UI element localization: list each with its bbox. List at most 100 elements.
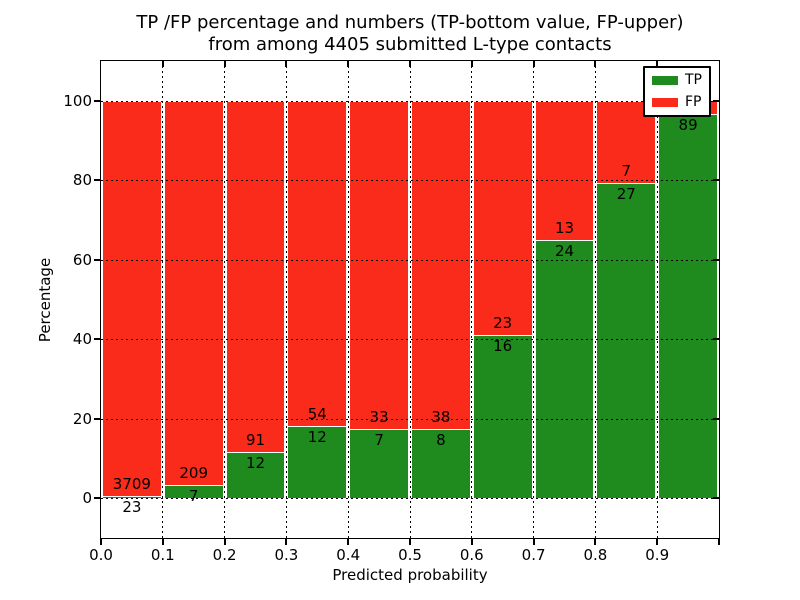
gridline-vertical xyxy=(285,61,287,538)
bar-seg-tp xyxy=(658,113,718,499)
y-tick-right xyxy=(713,99,719,102)
gridline-vertical xyxy=(471,61,473,538)
bar-seg-tp xyxy=(349,428,409,499)
bar-seg-tp xyxy=(163,485,224,499)
bar-label-tp: 89 xyxy=(678,115,698,134)
chart-title: TP /FP percentage and numbers (TP-bottom… xyxy=(100,12,720,56)
bar-label-tp: 12 xyxy=(307,427,327,446)
gridline-horizontal xyxy=(101,418,719,420)
bar-label-fp: 91 xyxy=(245,430,266,449)
gridline-vertical xyxy=(409,61,411,538)
x-tick-label: 0.3 xyxy=(274,546,299,564)
bar-seg-tp xyxy=(534,240,595,499)
gridline-horizontal xyxy=(101,339,719,341)
x-tick-label: 0.1 xyxy=(150,546,175,564)
y-tick-left xyxy=(94,179,100,182)
bar-seg-fp xyxy=(225,100,286,452)
gridline-vertical xyxy=(656,61,658,538)
gridline-horizontal xyxy=(101,180,719,182)
gridline-vertical xyxy=(224,61,226,538)
y-tick-left xyxy=(94,417,100,420)
legend: TP FP xyxy=(643,66,711,117)
gridline-horizontal xyxy=(101,100,719,102)
y-tick-right xyxy=(713,417,719,420)
y-axis-label: Percentage xyxy=(36,257,54,343)
x-tick-top xyxy=(470,61,473,67)
x-tick-top xyxy=(161,61,164,67)
y-tick-right xyxy=(713,258,719,261)
x-tick-label: 0.5 xyxy=(398,546,422,564)
x-axis-label: Predicted probability xyxy=(332,566,488,584)
chart-title-line1: TP /FP percentage and numbers (TP-bottom… xyxy=(136,12,684,33)
x-tick-bottom xyxy=(347,539,350,545)
bar-label-tp: 8 xyxy=(436,431,446,450)
legend-label-tp: TP xyxy=(685,72,702,88)
x-tick-top xyxy=(285,61,288,67)
x-tick-bottom xyxy=(409,539,411,545)
bar-label-tp: 7 xyxy=(374,430,384,449)
x-tick-bottom xyxy=(223,539,226,545)
bar-label-fp: 7 xyxy=(621,161,632,180)
x-tick-bottom xyxy=(161,539,164,545)
x-tick-label: 0.4 xyxy=(336,546,361,564)
bar-seg-tp xyxy=(287,425,348,499)
legend-label-fp: FP xyxy=(685,94,702,110)
gridline-vertical xyxy=(347,61,349,538)
bar-label-tp: 24 xyxy=(554,242,575,261)
gridline-vertical xyxy=(533,61,535,538)
bar-label-tp: 12 xyxy=(245,453,266,472)
bar-label-fp: 38 xyxy=(431,408,451,427)
legend-item-fp: FP xyxy=(652,95,702,110)
x-tick-label: 0.2 xyxy=(212,546,237,564)
bar-label-tp: 7 xyxy=(188,487,199,506)
x-tick-bottom xyxy=(656,539,659,545)
x-tick-bottom xyxy=(718,539,720,545)
bar-label-fp: 209 xyxy=(179,464,208,483)
y-tick-left xyxy=(94,258,100,261)
x-tick-label: 0.8 xyxy=(583,546,608,564)
bar-label-tp: 23 xyxy=(122,497,142,516)
bar-seg-tp xyxy=(411,429,471,499)
gridline-vertical xyxy=(162,61,164,538)
bar-label-fp: 3709 xyxy=(112,474,151,493)
y-tick-label: 0 xyxy=(82,489,92,508)
y-tick-left xyxy=(94,338,100,341)
y-tick-left xyxy=(94,99,100,102)
bar-seg-tp xyxy=(596,182,657,499)
y-tick-right xyxy=(713,338,719,341)
bar-seg-tp xyxy=(472,335,533,499)
x-tick-label: 0.0 xyxy=(89,546,113,564)
y-tick-label: 80 xyxy=(72,171,92,190)
bar-seg-fp xyxy=(472,100,533,336)
bar-seg-tp xyxy=(102,495,162,499)
x-tick-label: 0.6 xyxy=(459,546,484,564)
legend-swatch-fp-icon xyxy=(652,98,678,107)
x-tick-top xyxy=(532,61,535,67)
bar-seg-tp xyxy=(225,451,286,499)
y-tick-right xyxy=(713,179,719,182)
legend-item-tp: TP xyxy=(652,73,702,88)
x-tick-label: 0.7 xyxy=(521,546,546,564)
bar-label-fp: 54 xyxy=(307,404,327,423)
bar-label-fp: 13 xyxy=(554,219,575,238)
x-tick-top xyxy=(223,61,226,67)
y-tick-left xyxy=(94,497,100,500)
y-tick-label: 40 xyxy=(72,330,92,349)
x-tick-top xyxy=(594,61,597,67)
y-tick-right xyxy=(713,497,719,500)
chart-title-line2: from among 4405 submitted L-type contact… xyxy=(208,34,612,55)
x-tick-top xyxy=(656,61,659,67)
x-tick-bottom xyxy=(285,539,288,545)
x-tick-top xyxy=(347,61,350,67)
gridline-vertical xyxy=(594,61,596,538)
plot-area: 3709 23 209 7 91 12 54 12 33 7 38 8 23 16 13 24 7 27 89 TP… xyxy=(100,60,720,539)
gridline-horizontal xyxy=(101,259,719,261)
bar-seg-fp xyxy=(349,100,409,429)
x-tick-bottom xyxy=(470,539,473,545)
x-tick-bottom xyxy=(100,539,102,545)
gridline-horizontal xyxy=(101,498,719,500)
legend-swatch-tp-icon xyxy=(652,76,678,85)
x-tick-top xyxy=(409,61,411,67)
y-tick-label: 20 xyxy=(72,409,92,428)
